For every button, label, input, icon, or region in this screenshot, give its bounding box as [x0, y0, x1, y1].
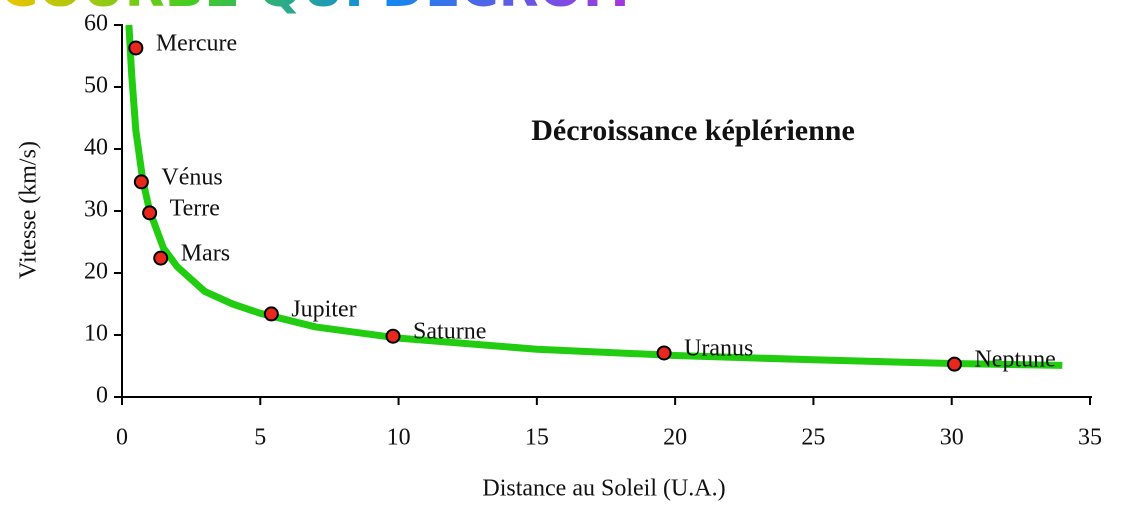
- planet-point: [153, 250, 169, 266]
- y-tick-label: 10: [84, 321, 108, 347]
- planet-label: Saturne: [413, 319, 486, 345]
- planet-label: Mercure: [156, 30, 237, 56]
- planet-label: Neptune: [974, 347, 1055, 373]
- y-tick-label: 0: [96, 383, 108, 409]
- planet-label: Uranus: [684, 335, 753, 361]
- y-tick-label: 40: [84, 135, 108, 161]
- chart-title: Décroissance képlérienne: [531, 114, 855, 147]
- y-axis-label: Vitesse (km/s): [16, 141, 42, 279]
- planet-label: Vénus: [161, 164, 222, 190]
- header-title: COURBE QUI DÉCROIT: [0, 0, 638, 19]
- x-tick-label: 0: [116, 425, 128, 451]
- x-tick-label: 25: [801, 425, 825, 451]
- y-tick-label: 20: [84, 259, 108, 285]
- x-tick-label: 30: [940, 425, 964, 451]
- y-tick-label: 50: [84, 73, 108, 99]
- x-tick-label: 35: [1078, 425, 1102, 451]
- y-tick-label: 60: [84, 11, 108, 37]
- planet-point: [142, 205, 158, 221]
- planet-label: Terre: [170, 195, 220, 221]
- planet-point: [263, 306, 279, 322]
- x-tick-label: 10: [387, 425, 411, 451]
- x-axis-label: Distance au Soleil (U.A.): [482, 476, 725, 502]
- y-tick-label: 30: [84, 197, 108, 223]
- planet-label: Jupiter: [291, 296, 356, 322]
- x-tick-label: 5: [254, 425, 266, 451]
- planet-label: Mars: [181, 241, 230, 267]
- planet-point: [133, 174, 149, 190]
- curve: [125, 24, 1063, 369]
- x-tick-label: 15: [525, 425, 549, 451]
- x-tick-label: 20: [663, 425, 687, 451]
- planet-point: [946, 356, 962, 372]
- planet-point: [128, 40, 144, 56]
- planet-point: [385, 328, 401, 344]
- planet-point: [656, 345, 672, 361]
